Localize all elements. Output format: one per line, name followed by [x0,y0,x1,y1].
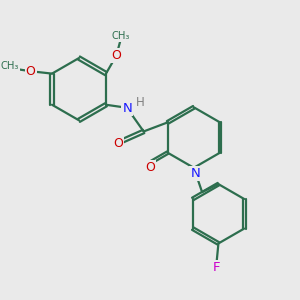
Text: O: O [26,65,36,78]
Text: O: O [145,161,155,174]
Text: N: N [190,167,200,180]
Text: CH₃: CH₃ [1,61,19,71]
Text: O: O [113,137,123,150]
Text: N: N [122,102,132,115]
Text: H: H [135,97,144,110]
Text: CH₃: CH₃ [111,31,130,41]
Text: F: F [213,261,220,274]
Text: O: O [111,49,121,62]
